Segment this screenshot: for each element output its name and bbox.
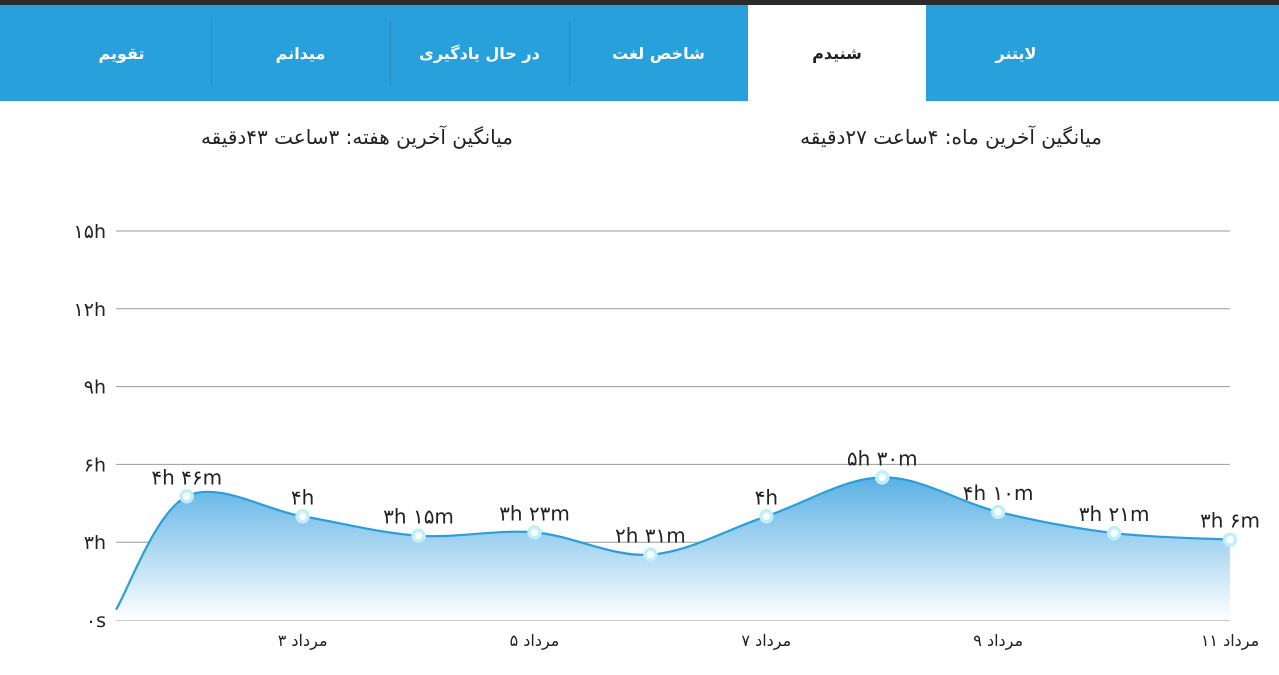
x-tick-label: ۹ مرداد — [973, 631, 1023, 651]
data-point — [874, 470, 890, 485]
tab-learning[interactable]: در حال یادگیری — [419, 43, 540, 63]
data-point — [1222, 532, 1238, 547]
y-tick-label: ۱۲h — [74, 299, 106, 321]
data-point — [411, 528, 426, 543]
y-tick-label: ۰s — [86, 610, 106, 632]
tab-divider — [390, 21, 391, 85]
data-label: ۴h — [291, 485, 314, 509]
tab-bar: لایتنر شنیدم شاخص لغت در حال یادگیری مید… — [0, 5, 1279, 101]
x-tick-label: ۵ مرداد — [510, 631, 560, 651]
week-average-text: میانگین آخرین هفته: ۳ساعت ۴۳دقیقه — [200, 125, 513, 149]
data-label: ۳h ۱۵m — [383, 505, 454, 529]
tab-calendar[interactable]: تقویم — [98, 43, 145, 63]
data-label: ۴h — [755, 485, 778, 509]
data-label: ۳h ۲۳m — [499, 501, 570, 525]
data-label: ۵h ۳۰m — [847, 446, 918, 470]
y-tick-label: ۹h — [84, 377, 106, 399]
x-tick-label: ۱۱ مرداد — [1201, 631, 1259, 651]
x-tick-label: ۷ مرداد — [741, 631, 791, 651]
data-point — [179, 489, 194, 504]
x-tick-label: ۳ مرداد — [278, 631, 328, 651]
data-label: ۲h ۳۱m — [615, 524, 686, 548]
data-point — [1106, 525, 1122, 541]
data-label: ۴h ۱۰m — [963, 481, 1034, 505]
data-label: ۳h ۲۱m — [1079, 502, 1150, 526]
data-point — [527, 525, 542, 540]
tab-divider — [211, 21, 212, 85]
tab-leitner[interactable]: لایتنر — [995, 43, 1037, 63]
window-top-strip — [0, 0, 1279, 5]
y-tick-label: ۳h — [84, 532, 106, 554]
data-label: ۳h ۶m — [1200, 509, 1260, 533]
month-average-text: میانگین آخرین ماه: ۴ساعت ۲۷دقیقه — [800, 125, 1102, 149]
tab-word-index[interactable]: شاخص لغت — [612, 43, 705, 63]
tab-heard[interactable]: شنیدم — [748, 5, 926, 101]
data-point — [990, 504, 1006, 520]
data-point — [759, 509, 774, 524]
y-tick-label: ۶h — [84, 454, 106, 476]
tab-divider — [569, 21, 570, 85]
data-label: ۴h ۴۶m — [151, 465, 222, 489]
data-point — [643, 547, 658, 562]
area-fill — [116, 477, 1230, 620]
y-tick-label: ۱۵h — [74, 221, 106, 243]
data-point — [295, 509, 310, 524]
tab-known[interactable]: میدانم — [275, 43, 326, 63]
